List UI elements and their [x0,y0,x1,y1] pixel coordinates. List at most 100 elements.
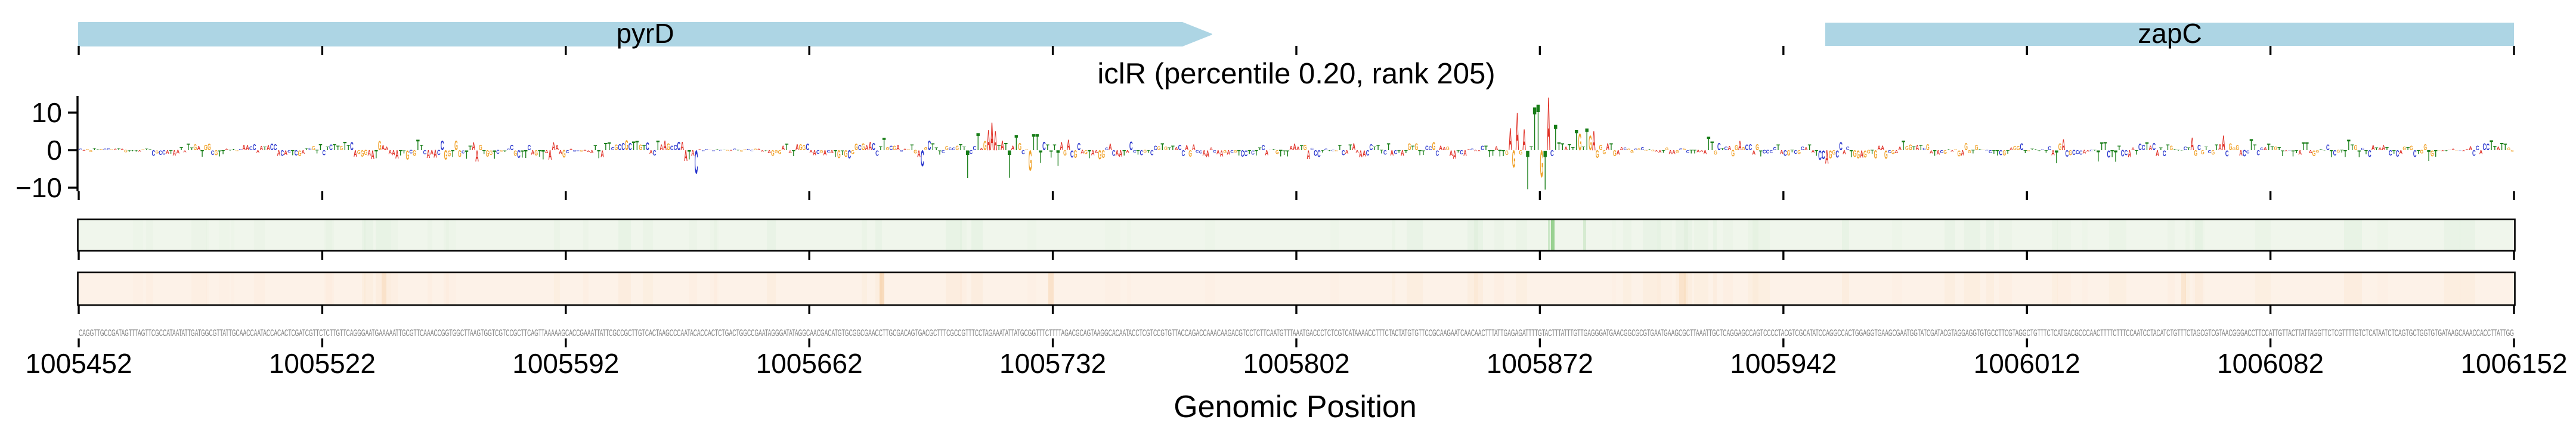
svg-text:A: A [256,149,260,154]
svg-text:T: T [169,149,173,154]
svg-text:T: T [1057,145,1060,171]
svg-text:T: T [1791,150,1794,153]
svg-text:A: A [392,150,395,157]
svg-text:G: G [2402,146,2406,151]
svg-text:T: T [1137,150,1140,157]
svg-text:A: A [2086,150,2089,152]
svg-text:T: T [2340,150,2343,154]
svg-text:T: T [1422,150,1425,157]
svg-text:C: C [1213,150,1216,154]
svg-text:C: C [2225,148,2229,159]
svg-text:C: C [973,145,976,151]
svg-text:T: T [883,134,886,154]
svg-text:T: T [1376,144,1380,153]
svg-text:A: A [166,150,169,155]
svg-text:T: T [1122,150,1126,158]
svg-text:C: C [2413,148,2417,159]
svg-text:A: A [277,150,281,158]
svg-text:T: T [764,150,768,152]
svg-text:A: A [2156,150,2159,158]
svg-text:A: A [1825,147,1829,168]
svg-text:G: G [2354,144,2358,152]
svg-text:G: G [844,148,848,159]
svg-text:A: A [267,145,270,153]
svg-text:C: C [1835,148,1839,160]
svg-text:A: A [1895,149,1899,154]
svg-text:C: C [2243,148,2246,159]
svg-text:C: C [2208,149,2212,154]
svg-text:T: T [976,129,980,156]
svg-text:C: C [1717,140,1721,153]
svg-text:C: C [1178,144,1182,152]
svg-text:G: G [1755,142,1759,153]
svg-text:G: G [1224,149,1227,154]
svg-text:C: C [747,149,751,150]
svg-text:T: T [333,142,336,153]
svg-text:T: T [597,148,600,161]
svg-text:C: C [847,148,851,161]
svg-text:A: A [138,150,141,153]
svg-text:C: C [705,149,709,151]
svg-text:G: G [486,148,490,159]
svg-text:A: A [2148,145,2152,153]
svg-text:T: T [834,148,837,160]
svg-text:T: T [218,148,221,158]
svg-text:A: A [782,145,785,153]
svg-text:T: T [1571,146,1575,151]
svg-text:C: C [1634,149,1638,151]
svg-text:A: A [1192,144,1196,153]
svg-text:G: G [86,149,90,151]
svg-text:A: A [2010,147,2013,151]
svg-text:G: G [2438,150,2441,151]
svg-text:A: A [2441,150,2445,151]
svg-text:A: A [173,149,177,157]
svg-text:G: G [820,150,823,154]
svg-text:A: A [1780,149,1784,156]
svg-text:T: T [636,138,639,153]
svg-text:A: A [1700,150,1704,153]
svg-text:T: T [2358,148,2361,160]
svg-text:C: C [628,141,632,153]
svg-text:C: C [872,141,875,153]
svg-text:A: A [1119,148,1123,159]
svg-text:A: A [1738,139,1742,153]
svg-text:T: T [465,149,469,162]
svg-text:T: T [1488,148,1491,159]
svg-text:C: C [1989,149,1992,154]
svg-text:G: G [1787,149,1791,158]
svg-text:A: A [1359,148,1363,160]
svg-text:C: C [1985,150,1989,151]
svg-text:A: A [1812,150,1815,154]
svg-text:A: A [549,147,552,163]
svg-text:T: T [1035,130,1039,156]
svg-text:G: G [1742,146,1745,151]
svg-text:G: G [204,144,208,152]
svg-text:G: G [1188,148,1192,159]
svg-text:C: C [322,150,326,157]
svg-text:T: T [2006,149,2010,155]
svg-text:T: T [1049,149,1053,161]
svg-text:G: G [2211,149,2215,156]
svg-text:1005522: 1005522 [269,348,376,379]
svg-text:T: T [1387,141,1391,153]
svg-text:G: G [2274,146,2278,152]
svg-text:T: T [1554,117,1558,158]
svg-text:G: G [236,150,239,151]
svg-text:A: A [2218,142,2222,152]
svg-text:G: G [2232,147,2236,151]
svg-text:T: T [1996,150,1999,158]
svg-text:C: C [1745,144,1749,153]
svg-text:T: T [305,148,308,151]
svg-text:A: A [1001,138,1004,154]
svg-text:C: C [162,149,166,157]
svg-text:A: A [865,144,869,152]
svg-text:A: A [830,149,834,154]
svg-text:G: G [2455,150,2459,151]
svg-text:T: T [2271,145,2274,151]
svg-text:C: C [308,148,312,151]
svg-text:T: T [2205,146,2208,151]
svg-text:T: T [632,139,636,153]
svg-text:C: C [1241,148,1244,159]
svg-text:T: T [841,150,844,157]
svg-text:10: 10 [32,97,62,128]
